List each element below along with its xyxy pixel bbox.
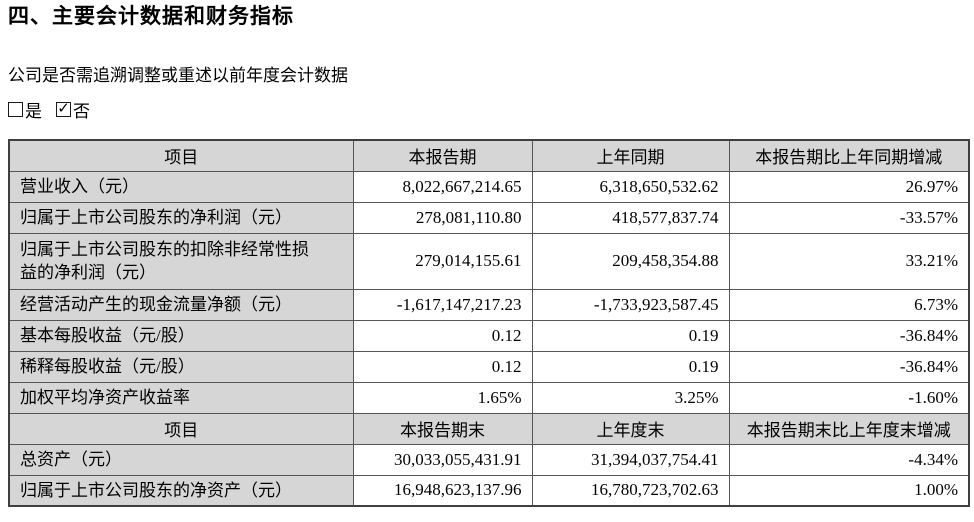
row-item-label: 营业收入（元）: [8, 170, 354, 203]
table-row-basic-eps: 基本每股收益（元/股） 0.12 0.19 -36.84%: [8, 319, 970, 352]
row-current-value: 1.65%: [352, 381, 533, 414]
checkbox-yes-label: 是: [25, 102, 42, 121]
table-row-operating-cash-flow: 经营活动产生的现金流量净额（元） -1,617,147,217.23 -1,73…: [8, 288, 970, 321]
table-row-weighted-roe: 加权平均净资产收益率 1.65% 3.25% -1.60%: [8, 381, 970, 414]
row-change-value: -33.57%: [728, 201, 970, 234]
period-header-row: 项目 本报告期 上年同期 本报告期比上年同期增减: [8, 139, 970, 172]
row-prior-value: 209,458,354.88: [531, 232, 730, 290]
row-current-value: 278,081,110.80: [352, 201, 533, 234]
row-change-value: -1.60%: [728, 381, 970, 414]
restatement-question: 公司是否需追溯调整或重述以前年度会计数据: [8, 66, 348, 85]
table-row-total-assets: 总资产（元） 30,033,055,431.91 31,394,037,754.…: [8, 443, 970, 476]
table-row-net-profit: 归属于上市公司股东的净利润（元） 278,081,110.80 418,577,…: [8, 201, 970, 234]
row-change-value: -4.34%: [728, 443, 970, 476]
row-item-label: 总资产（元）: [8, 443, 354, 476]
header-prior-period: 上年同期: [531, 139, 730, 172]
row-prior-value: -1,733,923,587.45: [531, 288, 730, 321]
table-row-diluted-eps: 稀释每股收益（元/股） 0.12 0.19 -36.84%: [8, 350, 970, 383]
checkbox-no[interactable]: ✓ 否: [56, 97, 90, 122]
table-row-net-assets: 归属于上市公司股东的净资产（元） 16,948,623,137.96 16,78…: [8, 474, 970, 507]
row-current-value: 0.12: [352, 319, 533, 352]
report-section: 四、主要会计数据和财务指标 公司是否需追溯调整或重述以前年度会计数据 是 ✓ 否…: [0, 1, 974, 507]
checkbox-yes-box: [8, 102, 23, 117]
row-change-value: -36.84%: [728, 350, 970, 383]
header-balance-change: 本报告期末比上年度末增减: [728, 412, 970, 445]
row-current-value: -1,617,147,217.23: [352, 288, 533, 321]
row-item-label: 加权平均净资产收益率: [8, 381, 354, 414]
row-current-value: 0.12: [352, 350, 533, 383]
header-item: 项目: [8, 139, 354, 172]
row-item-label: 基本每股收益（元/股）: [8, 319, 354, 352]
row-change-value: 26.97%: [728, 170, 970, 203]
row-current-value: 30,033,055,431.91: [352, 443, 533, 476]
row-prior-value: 418,577,837.74: [531, 201, 730, 234]
row-current-value: 279,014,155.61: [352, 232, 533, 290]
row-change-value: 33.21%: [728, 232, 970, 290]
row-current-value: 16,948,623,137.96: [352, 474, 533, 507]
check-icon: ✓: [57, 98, 70, 117]
checkbox-no-box: ✓: [56, 98, 71, 117]
row-prior-value: 0.19: [531, 319, 730, 352]
table-row-deducted-net-profit: 归属于上市公司股东的扣除非经常性损益的净利润（元） 279,014,155.61…: [8, 232, 970, 290]
balance-header-row: 项目 本报告期末 上年度末 本报告期末比上年度末增减: [8, 412, 970, 445]
row-item-label: 归属于上市公司股东的净资产（元）: [8, 474, 354, 507]
header-item: 项目: [8, 412, 354, 445]
header-period-end: 本报告期末: [352, 412, 533, 445]
row-change-value: 1.00%: [728, 474, 970, 507]
header-prior-year-end: 上年度末: [531, 412, 730, 445]
header-current-period: 本报告期: [352, 139, 533, 172]
row-item-label: 归属于上市公司股东的净利润（元）: [8, 201, 354, 234]
row-change-value: -36.84%: [728, 319, 970, 352]
table-row-revenue: 营业收入（元） 8,022,667,214.65 6,318,650,532.6…: [8, 170, 970, 203]
checkbox-yes[interactable]: 是: [8, 97, 42, 122]
row-prior-value: 0.19: [531, 350, 730, 383]
section-title: 四、主要会计数据和财务指标: [8, 5, 294, 28]
row-prior-value: 3.25%: [531, 381, 730, 414]
restatement-options: 是 ✓ 否: [8, 97, 968, 122]
row-prior-value: 31,394,037,754.41: [531, 443, 730, 476]
row-prior-value: 16,780,723,702.63: [531, 474, 730, 507]
row-item-label: 归属于上市公司股东的扣除非经常性损益的净利润（元）: [8, 232, 354, 290]
header-period-change: 本报告期比上年同期增减: [728, 139, 970, 172]
checkbox-no-label: 否: [73, 102, 90, 121]
financial-indicators-table: 项目 本报告期 上年同期 本报告期比上年同期增减 营业收入（元） 8,022,6…: [8, 139, 970, 507]
row-item-label: 经营活动产生的现金流量净额（元）: [8, 288, 354, 321]
row-prior-value: 6,318,650,532.62: [531, 170, 730, 203]
row-current-value: 8,022,667,214.65: [352, 170, 533, 203]
row-item-label: 稀释每股收益（元/股）: [8, 350, 354, 383]
row-change-value: 6.73%: [728, 288, 970, 321]
